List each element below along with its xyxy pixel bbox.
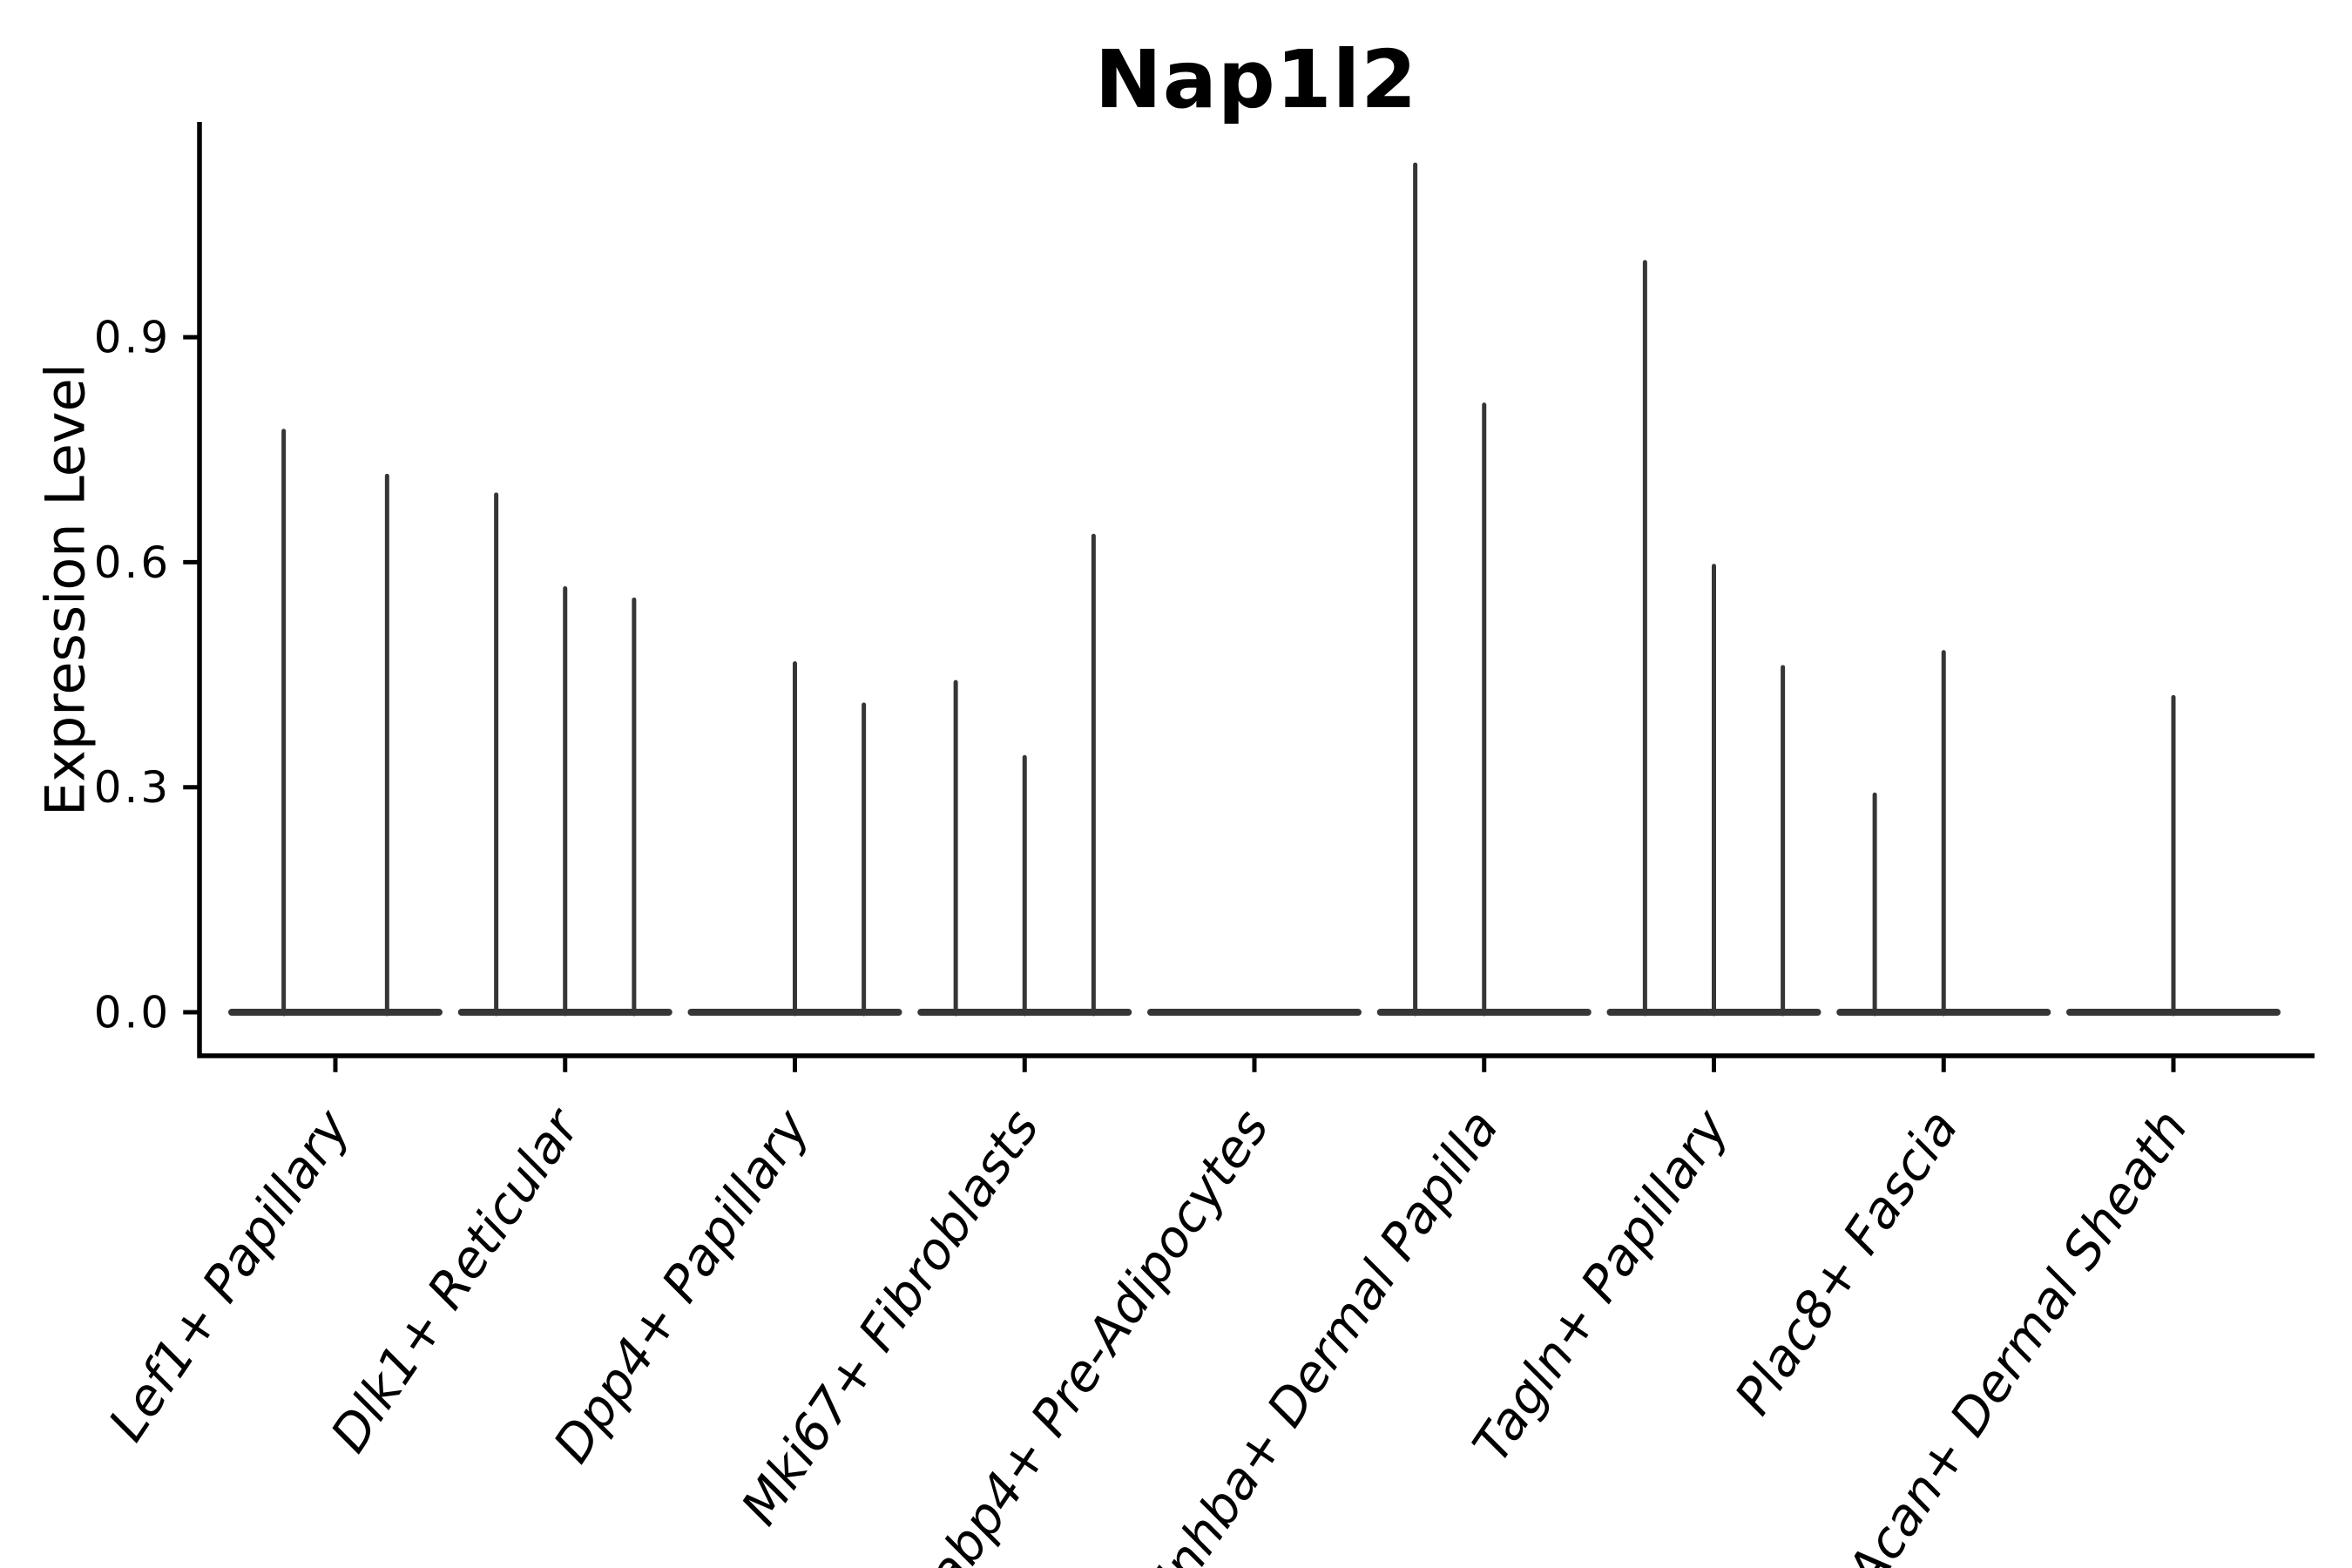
x-tick-label: Dlk1+ Reticular [319, 1097, 592, 1463]
y-tick-label: 0.3 [94, 762, 172, 813]
y-tick-label: 0.9 [94, 313, 172, 363]
y-tick-label: 0.0 [94, 988, 172, 1038]
axis-spines [197, 122, 2315, 1058]
x-tick-label: Dpp4+ Papillary [542, 1098, 821, 1473]
y-tick-label: 0.6 [94, 537, 172, 588]
chart-title: Nap1l2 [1094, 33, 1418, 126]
x-tick-label: Lef1+ Papillary [97, 1098, 362, 1451]
x-tick-label: Plac8+ Fascia [1723, 1099, 1970, 1425]
x-tick-label: Tagln+ Papillary [1461, 1098, 1740, 1472]
